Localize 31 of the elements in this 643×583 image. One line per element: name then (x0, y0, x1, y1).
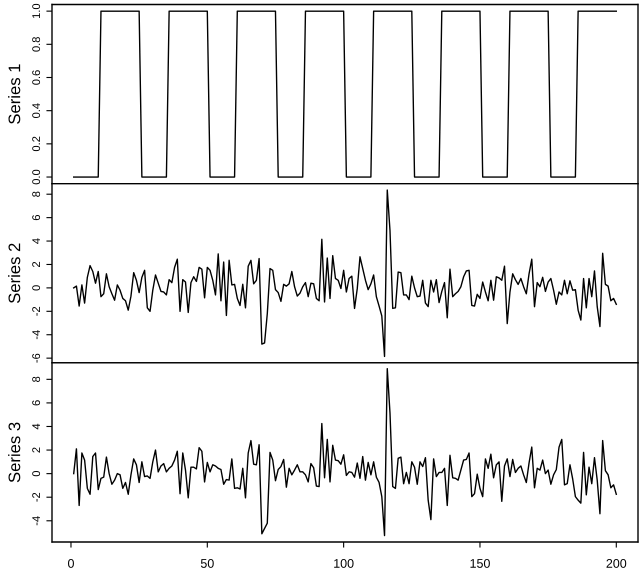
y-tick-label: 6 (32, 400, 40, 406)
y-tick-label: 6 (32, 215, 40, 220)
line-series (73, 189, 617, 358)
y-axis-title: Series 1 (8, 64, 20, 124)
y-axis-title: Series 3 (8, 422, 20, 482)
y-tick-label: 0.0 (32, 170, 40, 184)
x-tick-label: 200 (606, 558, 626, 568)
y-tick-label: -2 (32, 492, 40, 502)
y-tick-label: 0 (32, 285, 40, 291)
y-tick-label: 1.0 (32, 4, 40, 18)
y-tick-label: 0.6 (32, 70, 40, 85)
y-tick-label: -6 (32, 354, 40, 363)
y-tick-label: -2 (32, 306, 40, 316)
y-tick-label: 2 (32, 448, 40, 453)
x-tick-label: 0 (68, 558, 74, 568)
y-tick-label: 0 (32, 470, 40, 476)
y-tick-label: 2 (32, 262, 40, 267)
y-tick-label: 0.2 (32, 136, 40, 152)
x-tick-label: 100 (334, 558, 354, 568)
x-tick-label: 50 (200, 558, 214, 568)
y-tick-label: 4 (32, 238, 40, 244)
y-tick-label: 0.8 (32, 37, 40, 52)
y-tick-label: 4 (32, 424, 40, 430)
x-tick-label: 150 (470, 558, 490, 568)
y-tick-label: 8 (32, 192, 40, 197)
y-axis-title: Series 2 (8, 244, 20, 304)
y-tick-label: -4 (32, 330, 40, 340)
y-tick-label: 0.4 (32, 103, 40, 118)
y-tick-label: 8 (32, 376, 40, 382)
y-tick-label: -4 (32, 516, 40, 526)
line-series (73, 368, 617, 536)
